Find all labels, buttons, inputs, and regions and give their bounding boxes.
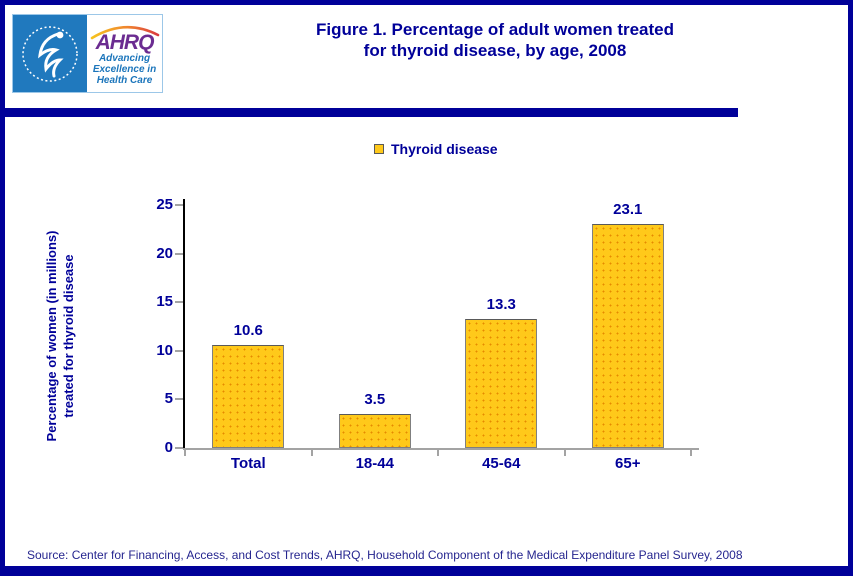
ahrq-logo-panel: AHRQ Advancing Excellence in Health Care bbox=[87, 15, 162, 92]
y-axis-title-line1: Percentage of women (in millions) bbox=[44, 230, 59, 442]
y-tick-20 bbox=[175, 252, 183, 255]
bar-value-label-total: 10.6 bbox=[233, 322, 263, 339]
bar-65plus bbox=[591, 223, 664, 448]
figure-title-line1: Figure 1. Percentage of adult women trea… bbox=[315, 20, 675, 39]
y-axis-title: Percentage of women (in millions) treate… bbox=[43, 174, 81, 498]
y-axis-line bbox=[183, 199, 185, 450]
bar-45-64 bbox=[465, 318, 537, 448]
y-tick-label-25: 25 bbox=[156, 196, 173, 213]
header-divider-bar bbox=[5, 108, 738, 117]
chart-legend: Thyroid disease bbox=[374, 141, 498, 157]
y-tick-label-0: 0 bbox=[164, 439, 173, 456]
bar-value-label-45-64: 13.3 bbox=[486, 295, 516, 313]
x-tick-0 bbox=[184, 450, 186, 456]
ahrq-tagline-line1: Advancing bbox=[98, 52, 151, 64]
y-tick-0 bbox=[175, 447, 183, 449]
x-category-label-45-64: 45-64 bbox=[482, 455, 521, 472]
x-tick-2 bbox=[437, 450, 439, 456]
source-note: Source: Center for Financing, Access, an… bbox=[27, 548, 743, 562]
x-axis-line bbox=[183, 448, 699, 450]
hhs-logo-panel bbox=[13, 15, 87, 92]
figure-title: Figure 1. Percentage of adult women trea… bbox=[170, 19, 820, 61]
bar-value-label-65plus: 23.1 bbox=[613, 200, 643, 218]
bar-value-label-18-44: 3.5 bbox=[364, 391, 386, 408]
y-tick-label-15: 15 bbox=[156, 293, 173, 310]
bar-group-45-64: 13.3 45-64 bbox=[438, 205, 565, 472]
y-axis-title-line2: treated for thyroid disease bbox=[61, 254, 76, 418]
legend-swatch-icon bbox=[374, 144, 384, 154]
ahrq-tagline-line3: Health Care bbox=[96, 74, 153, 86]
ahrq-acronym: AHRQ bbox=[95, 30, 155, 54]
x-tick-3 bbox=[563, 450, 566, 456]
hhs-eagle-seal-icon bbox=[22, 25, 78, 82]
x-category-label-65plus: 65+ bbox=[615, 455, 641, 472]
y-tick-10 bbox=[175, 349, 183, 352]
bar-total bbox=[212, 345, 284, 448]
y-tick-15 bbox=[175, 301, 183, 304]
ahrq-tagline-line2: Excellence in bbox=[92, 63, 157, 75]
bar-group-total: 10.6 Total bbox=[185, 205, 312, 472]
bar-group-18-44: 3.5 18-44 bbox=[312, 205, 439, 472]
x-category-label-total: Total bbox=[230, 455, 266, 472]
y-tick-5 bbox=[175, 398, 183, 401]
bar-group-65plus: 23.1 65+ bbox=[565, 201, 692, 472]
ahrq-logo: AHRQ Advancing Excellence in Health Care bbox=[12, 14, 163, 93]
bar-18-44 bbox=[338, 414, 411, 448]
x-category-label-18-44: 18-44 bbox=[355, 455, 394, 472]
figure-title-line2: for thyroid disease, by age, 2008 bbox=[363, 41, 627, 60]
x-tick-4 bbox=[690, 450, 692, 456]
x-tick-1 bbox=[310, 450, 313, 456]
y-tick-label-10: 10 bbox=[156, 342, 173, 359]
legend-label: Thyroid disease bbox=[391, 141, 498, 157]
y-tick-25 bbox=[175, 204, 183, 206]
y-tick-label-20: 20 bbox=[156, 245, 173, 262]
ahrq-arc-icon bbox=[90, 25, 159, 39]
plot-area: 25 20 15 10 5 0 10.6 Total 3.5 18-44 13.… bbox=[156, 196, 699, 472]
y-tick-label-5: 5 bbox=[164, 390, 173, 407]
